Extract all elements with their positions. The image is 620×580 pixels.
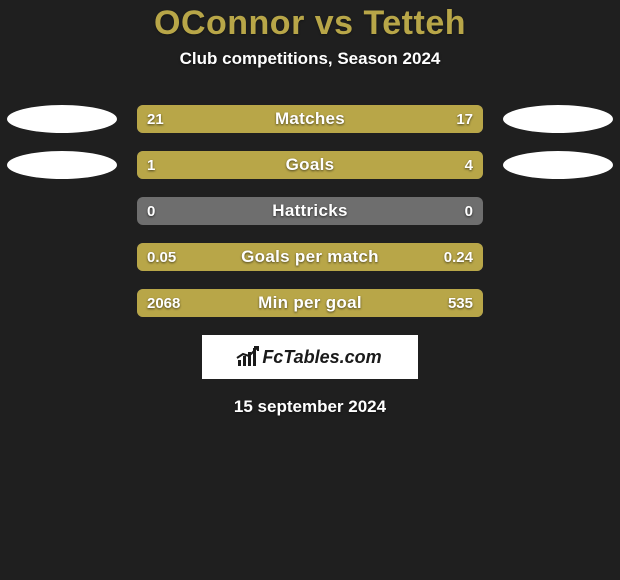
stat-row: Hattricks0 0 xyxy=(0,197,620,225)
stat-bar-left-fill xyxy=(137,105,328,133)
stat-bar-left-fill xyxy=(137,289,412,317)
brand-text: FcTables.com xyxy=(262,347,381,368)
comparison-subtitle: Club competitions, Season 2024 xyxy=(180,49,441,69)
brand-box: FcTables.com xyxy=(202,335,418,379)
stat-value-right: 0 xyxy=(465,197,473,225)
stat-bar-right-fill xyxy=(412,289,483,317)
player-left-marker xyxy=(7,105,117,133)
player-right-marker xyxy=(503,105,613,133)
stat-bar: Min per goal2068535 xyxy=(137,289,483,317)
stat-row: Goals per match0.050.24 xyxy=(0,243,620,271)
stat-bar-right-fill xyxy=(328,105,483,133)
stat-bar: Goals14 xyxy=(137,151,483,179)
stat-row: Matches2117 xyxy=(0,105,620,133)
brand-chart-icon xyxy=(238,348,256,366)
stat-bar-left-fill xyxy=(137,243,197,271)
stat-value-left: 0 xyxy=(147,197,155,225)
player-left-marker xyxy=(7,151,117,179)
stat-bar: Matches2117 xyxy=(137,105,483,133)
stat-bar-label: Hattricks xyxy=(137,197,483,225)
infographic-content: OConnor vs Tetteh Club competitions, Sea… xyxy=(0,0,620,580)
stat-bar-right-fill xyxy=(197,243,483,271)
stat-bar: Goals per match0.050.24 xyxy=(137,243,483,271)
stat-bar-left-fill xyxy=(137,151,206,179)
player-right-marker xyxy=(503,151,613,179)
stat-rows: Matches2117 Goals14 Hattricks0 0 Goals per m… xyxy=(0,105,620,317)
date-label: 15 september 2024 xyxy=(234,397,386,417)
stat-bar: Hattricks0 0 xyxy=(137,197,483,225)
comparison-title: OConnor vs Tetteh xyxy=(154,4,466,43)
stat-bar-right-fill xyxy=(206,151,483,179)
stat-row: Min per goal2068535 xyxy=(0,289,620,317)
stat-row: Goals14 xyxy=(0,151,620,179)
